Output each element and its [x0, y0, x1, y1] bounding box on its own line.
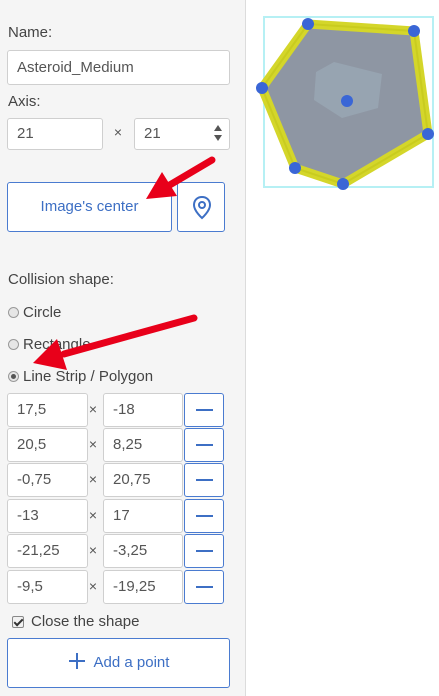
point-x-input[interactable]: 20,5 [7, 428, 88, 462]
collision-shape-label: Collision shape: [8, 271, 114, 288]
point-separator: × [88, 578, 98, 594]
point-x-input[interactable]: -13 [7, 499, 88, 533]
image-center-button[interactable]: Image's center [7, 182, 172, 232]
remove-point-button[interactable] [184, 428, 224, 462]
axis-y-value: 21 [144, 125, 161, 142]
pick-point-button[interactable] [177, 182, 225, 232]
point-y-input[interactable]: -19,25 [103, 570, 183, 604]
point-separator: × [88, 436, 98, 452]
remove-point-button[interactable] [184, 499, 224, 533]
point-y-input[interactable]: -3,25 [103, 534, 183, 568]
point-y-input[interactable]: 17 [103, 499, 183, 533]
collision-preview-canvas[interactable] [246, 0, 439, 200]
remove-point-button[interactable] [184, 463, 224, 497]
stepper-icon[interactable] [214, 125, 222, 143]
polygon-point-handle[interactable] [289, 162, 301, 174]
axis-y-input[interactable]: 21 [134, 118, 230, 150]
polygon-point-handle[interactable] [302, 18, 314, 30]
axis-center-handle[interactable] [341, 95, 353, 107]
map-pin-icon [192, 195, 212, 220]
radio-polygon [8, 370, 19, 382]
point-x-input[interactable]: -0,75 [7, 463, 88, 497]
axis-label: Axis: [8, 93, 41, 110]
point-y-input[interactable]: 8,25 [103, 428, 183, 462]
point-x-input[interactable]: 17,5 [7, 393, 88, 427]
point-x-input[interactable]: -21,25 [7, 534, 88, 568]
shape-option-rectangle-label: Rectangle [23, 335, 91, 353]
polygon-point-handle[interactable] [408, 25, 420, 37]
polygon-point-handle[interactable] [337, 178, 349, 190]
polygon-point-handle[interactable] [422, 128, 434, 140]
point-separator: × [88, 542, 98, 558]
point-y-input[interactable]: -18 [103, 393, 183, 427]
polygon-point-handle[interactable] [256, 82, 268, 94]
point-separator: × [88, 507, 98, 523]
radio-circle [8, 306, 19, 318]
point-x-input[interactable]: -9,5 [7, 570, 88, 604]
name-label: Name: [8, 24, 53, 41]
properties-panel: Name: Asteroid_Medium Axis: 21 × 21 Imag… [0, 0, 246, 696]
shape-option-circle[interactable]: Circle [8, 302, 61, 322]
asteroid-highlight [314, 62, 382, 118]
shape-option-circle-label: Circle [23, 303, 62, 321]
radio-rectangle [8, 338, 19, 350]
remove-point-button[interactable] [184, 393, 224, 427]
close-shape-label: Close the shape [31, 613, 140, 630]
point-separator: × [88, 401, 98, 417]
remove-point-button[interactable] [184, 534, 224, 568]
point-separator: × [88, 471, 98, 487]
shape-option-polygon[interactable]: Line Strip / Polygon [8, 366, 153, 386]
add-point-label: Add a point [93, 654, 170, 671]
point-y-input[interactable]: 20,75 [103, 463, 183, 497]
remove-point-button[interactable] [184, 570, 224, 604]
name-input[interactable]: Asteroid_Medium [7, 50, 230, 85]
axis-separator: × [113, 124, 123, 140]
add-point-button[interactable]: Add a point [7, 638, 230, 688]
shape-option-rectangle[interactable]: Rectangle [8, 334, 91, 354]
plus-icon [68, 653, 85, 669]
close-shape-checkbox[interactable] [12, 616, 24, 628]
axis-x-input[interactable]: 21 [7, 118, 103, 150]
shape-option-polygon-label: Line Strip / Polygon [23, 367, 154, 385]
